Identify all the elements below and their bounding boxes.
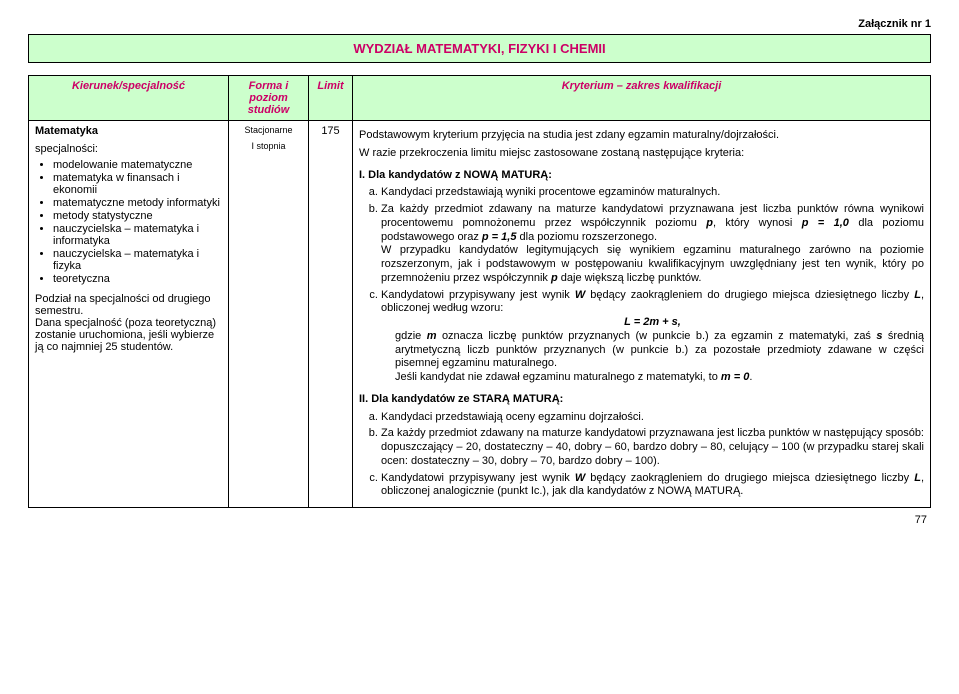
page-number: 77 bbox=[28, 514, 931, 526]
note-text: Podział na specjalności od drugiego seme… bbox=[35, 293, 222, 317]
text: Kandydatowi przypisywany jest wynik bbox=[381, 289, 575, 301]
table-data-row: Matematyka specjalności: modelowanie mat… bbox=[29, 121, 931, 508]
spec-item: nauczycielska – matematyka i informatyka bbox=[53, 223, 222, 247]
qualification-table: Kierunek/specjalność Forma i poziom stud… bbox=[28, 75, 931, 508]
list-item: Kandydaci przedstawiają wyniki procentow… bbox=[381, 186, 924, 200]
var: m bbox=[427, 330, 437, 342]
attachment-label: Załącznik nr 1 bbox=[28, 18, 931, 30]
crit-intro: Podstawowym kryterium przyjęcia na studi… bbox=[359, 129, 924, 143]
var: m = 0 bbox=[721, 371, 749, 383]
form-cell: Stacjonarne I stopnia bbox=[229, 121, 309, 508]
header-form: Forma i poziom studiów bbox=[229, 76, 309, 121]
header-criteria: Kryterium – zakres kwalifikacji bbox=[353, 76, 931, 121]
list-item: Kandydatowi przypisywany jest wynik W bę… bbox=[381, 289, 924, 385]
major-name: Matematyka bbox=[35, 125, 222, 137]
text: . bbox=[749, 371, 752, 383]
spec-item: teoretyczna bbox=[53, 273, 222, 285]
spec-item: modelowanie matematyczne bbox=[53, 159, 222, 171]
text: będący zaokrągleniem do drugiego miejsca… bbox=[585, 472, 914, 484]
text: dla poziomu rozszerzonego. bbox=[516, 231, 657, 243]
section-i-list: Kandydaci przedstawiają wyniki procentow… bbox=[359, 186, 924, 385]
form-line: Stacjonarne bbox=[235, 125, 302, 135]
list-item: Za każdy przedmiot zdawany na maturze ka… bbox=[381, 203, 924, 286]
var: L bbox=[914, 472, 921, 484]
var: W bbox=[575, 472, 585, 484]
text: oznacza liczbę punktów przyznanych (w pu… bbox=[437, 330, 877, 342]
last-line: Jeśli kandydat nie zdawał egzaminu matur… bbox=[395, 371, 924, 385]
section-heading: I. Dla kandydatów z NOWĄ MATURĄ: bbox=[359, 169, 924, 183]
where-text: gdzie m oznacza liczbę punktów przyznany… bbox=[395, 330, 924, 371]
spec-item: metody statystyczne bbox=[53, 210, 222, 222]
limit-cell: 175 bbox=[309, 121, 353, 508]
equation: L = 2m + s, bbox=[381, 316, 924, 330]
header-limit: Limit bbox=[309, 76, 353, 121]
direction-cell: Matematyka specjalności: modelowanie mat… bbox=[29, 121, 229, 508]
page-container: Załącznik nr 1 WYDZIAŁ MATEMATYKI, FIZYK… bbox=[0, 0, 959, 536]
text: W przypadku kandydatów legitymujących si… bbox=[381, 244, 924, 285]
var: L bbox=[914, 289, 921, 301]
criteria-cell: Podstawowym kryterium przyjęcia na studi… bbox=[353, 121, 931, 508]
var: p = 1,0 bbox=[802, 217, 849, 229]
section-ii-list: Kandydaci przedstawiają oceny egzaminu d… bbox=[359, 411, 924, 500]
spec-item: matematyczne metody informatyki bbox=[53, 197, 222, 209]
text: Jeśli kandydat nie zdawał egzaminu matur… bbox=[395, 371, 721, 383]
crit-intro: W razie przekroczenia limitu miejsc zast… bbox=[359, 147, 924, 161]
header-direction: Kierunek/specjalność bbox=[29, 76, 229, 121]
faculty-title: WYDZIAŁ MATEMATYKI, FIZYKI I CHEMII bbox=[28, 34, 931, 63]
text: będący zaokrągleniem do drugiego miejsca… bbox=[585, 289, 914, 301]
text: daje większą liczbę punktów. bbox=[558, 272, 702, 284]
note-text: Dana specjalność (poza teoretyczną) zost… bbox=[35, 317, 222, 353]
list-item: Kandydaci przedstawiają oceny egzaminu d… bbox=[381, 411, 924, 425]
form-line: I stopnia bbox=[235, 141, 302, 151]
text: Kandydatowi przypisywany jest wynik bbox=[381, 472, 575, 484]
list-item: Za każdy przedmiot zdawany na maturze ka… bbox=[381, 427, 924, 468]
spec-item: matematyka w finansach i ekonomii bbox=[53, 172, 222, 196]
list-item: Kandydatowi przypisywany jest wynik W bę… bbox=[381, 472, 924, 500]
text: , który wynosi bbox=[713, 217, 802, 229]
text: gdzie bbox=[395, 330, 427, 342]
spec-item: nauczycielska – matematyka i fizyka bbox=[53, 248, 222, 272]
table-header-row: Kierunek/specjalność Forma i poziom stud… bbox=[29, 76, 931, 121]
var: p bbox=[551, 272, 558, 284]
spec-list: modelowanie matematyczne matematyka w fi… bbox=[35, 159, 222, 285]
section-heading: II. Dla kandydatów ze STARĄ MATURĄ: bbox=[359, 393, 924, 407]
var: W bbox=[575, 289, 585, 301]
var: p bbox=[706, 217, 713, 229]
var: p = 1,5 bbox=[482, 231, 517, 243]
spec-label: specjalności: bbox=[35, 143, 222, 155]
